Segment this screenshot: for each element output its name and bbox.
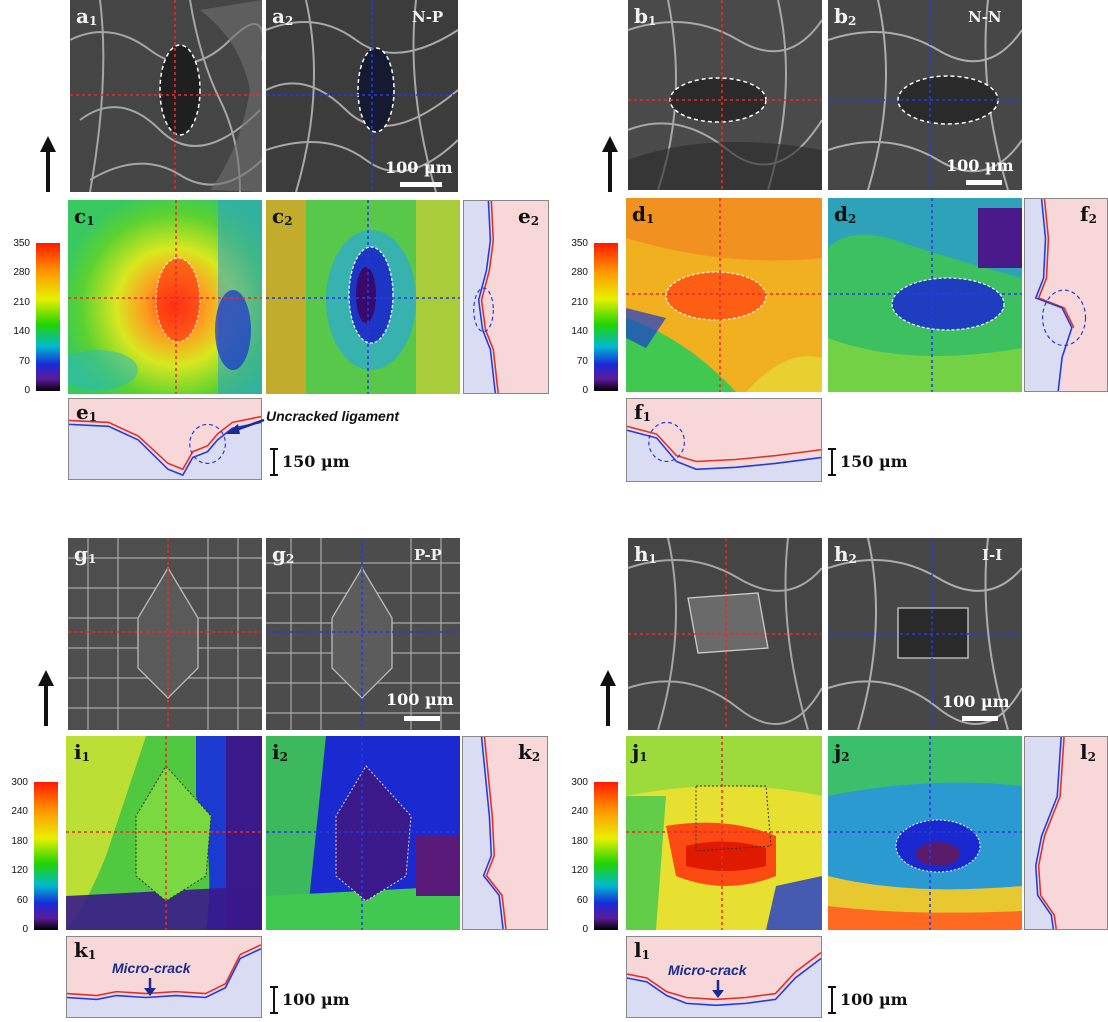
- sem-image-b1: [628, 0, 822, 190]
- down-arrow-icon: [712, 980, 724, 998]
- sem-image-h1: [628, 538, 822, 730]
- up-arrow-icon: [38, 670, 54, 726]
- colorbar-tick: 350: [13, 238, 30, 249]
- colorbar-bottom-right: [594, 782, 618, 930]
- pair-label-h: I-I: [982, 546, 1003, 564]
- scale-bar-label-g: 100 µm: [386, 690, 454, 709]
- colorbar-tick: 0: [24, 385, 30, 396]
- profile-e1: [68, 398, 262, 480]
- scale-bar-label-b: 100 µm: [946, 156, 1014, 175]
- colorbar-tick: 0: [22, 924, 28, 935]
- panel-label-g2: g2: [272, 542, 295, 566]
- height-map-c2: [266, 200, 460, 394]
- scale-bar-g: [404, 716, 440, 721]
- panel-label-i1: i1: [74, 740, 90, 764]
- pair-label-g: P-P: [414, 546, 442, 564]
- colorbar-tick: 60: [576, 895, 588, 906]
- panel-label-j2: j2: [834, 740, 850, 764]
- sem-image-a1: [70, 0, 262, 192]
- panel-label-c1: c1: [74, 204, 95, 228]
- sem-image-b2: [828, 0, 1022, 190]
- panel-label-k1: k1: [74, 938, 97, 962]
- panel-label-d2: d2: [834, 202, 857, 226]
- height-map-i2: [266, 736, 460, 930]
- panel-label-h2: h2: [834, 542, 857, 566]
- colorbar-tick: 140: [571, 326, 588, 337]
- colorbar-tick: 280: [13, 267, 30, 278]
- colorbar-tick: 180: [571, 836, 588, 847]
- panel-label-f1: f1: [634, 400, 651, 424]
- profile-k2: [462, 736, 548, 930]
- height-map-d2: [828, 198, 1022, 392]
- annotation-micro-crack-l: Micro-crack: [668, 962, 747, 978]
- colorbar-tick: 300: [571, 777, 588, 788]
- panel-label-k2: k2: [518, 740, 541, 764]
- colorbar-tick: 280: [571, 267, 588, 278]
- panel-label-j1: j1: [632, 740, 648, 764]
- sem-image-h2: [828, 538, 1022, 730]
- colorbar-top-right: [594, 243, 618, 391]
- colorbar-bottom-left: [34, 782, 58, 930]
- colorbar-tick: 140: [13, 326, 30, 337]
- colorbar-tick: 240: [571, 806, 588, 817]
- height-map-d1: [626, 198, 822, 392]
- scale-bar-label-a: 100 µm: [385, 158, 453, 177]
- panel-label-c2: c2: [272, 204, 293, 228]
- panel-label-e1: e1: [76, 400, 98, 424]
- panel-label-a1: a1: [76, 4, 98, 28]
- profile-l1: [626, 936, 822, 1018]
- colorbar-tick: 350: [571, 238, 588, 249]
- annotation-uncracked-ligament: Uncracked ligament: [266, 408, 400, 424]
- scale-bar-a: [400, 182, 442, 187]
- colorbar-tick: 0: [582, 924, 588, 935]
- colorbar-tick: 180: [11, 836, 28, 847]
- profile-k1: [66, 936, 262, 1018]
- panel-label-l1: l1: [634, 938, 650, 962]
- pair-label-a: N-P: [412, 8, 444, 26]
- profile-f2: [1024, 198, 1108, 392]
- up-arrow-icon: [602, 136, 618, 192]
- colorbar-tick: 70: [576, 356, 588, 367]
- annotation-micro-crack-k: Micro-crack: [112, 960, 191, 976]
- panel-label-g1: g1: [74, 542, 97, 566]
- profile-f1: [626, 398, 822, 482]
- panel-label-e2: e2: [518, 204, 540, 228]
- panel-label-f2: f2: [1080, 202, 1097, 226]
- colorbar-tick: 120: [11, 865, 28, 876]
- scale-bar-h: [962, 716, 998, 721]
- colorbar-tick: 210: [13, 297, 30, 308]
- scale-bar-b: [966, 180, 1002, 185]
- profile-l2: [1024, 736, 1108, 930]
- down-arrow-icon: [144, 978, 156, 996]
- arrow-icon: [226, 416, 266, 436]
- colorbar-tick: 60: [16, 895, 28, 906]
- panel-label-i2: i2: [272, 740, 288, 764]
- pair-label-b: N-N: [968, 8, 1002, 26]
- panel-label-h1: h1: [634, 542, 657, 566]
- profile-e2: [463, 200, 549, 394]
- height-map-j2: [828, 736, 1022, 930]
- colorbar-tick: 120: [571, 865, 588, 876]
- panel-label-l2: l2: [1080, 740, 1096, 764]
- colorbar-tick: 210: [571, 297, 588, 308]
- sem-image-g1: [68, 538, 262, 730]
- panel-label-d1: d1: [632, 202, 655, 226]
- colorbar-tick: 240: [11, 806, 28, 817]
- colorbar-tick: 70: [18, 356, 30, 367]
- panel-label-b2: b2: [834, 4, 857, 28]
- up-arrow-icon: [40, 136, 56, 192]
- height-map-c1: [68, 200, 262, 394]
- height-map-i1: [66, 736, 262, 930]
- sem-image-g2: [266, 538, 460, 730]
- sem-image-a2: [266, 0, 458, 192]
- colorbar-tick: 0: [582, 385, 588, 396]
- up-arrow-icon: [600, 670, 616, 726]
- panel-label-a2: a2: [272, 4, 294, 28]
- scale-bar-label-h: 100 µm: [942, 692, 1010, 711]
- panel-label-b1: b1: [634, 4, 657, 28]
- height-map-j1: [626, 736, 822, 930]
- colorbar-tick: 300: [11, 777, 28, 788]
- colorbar-top-left: [36, 243, 60, 391]
